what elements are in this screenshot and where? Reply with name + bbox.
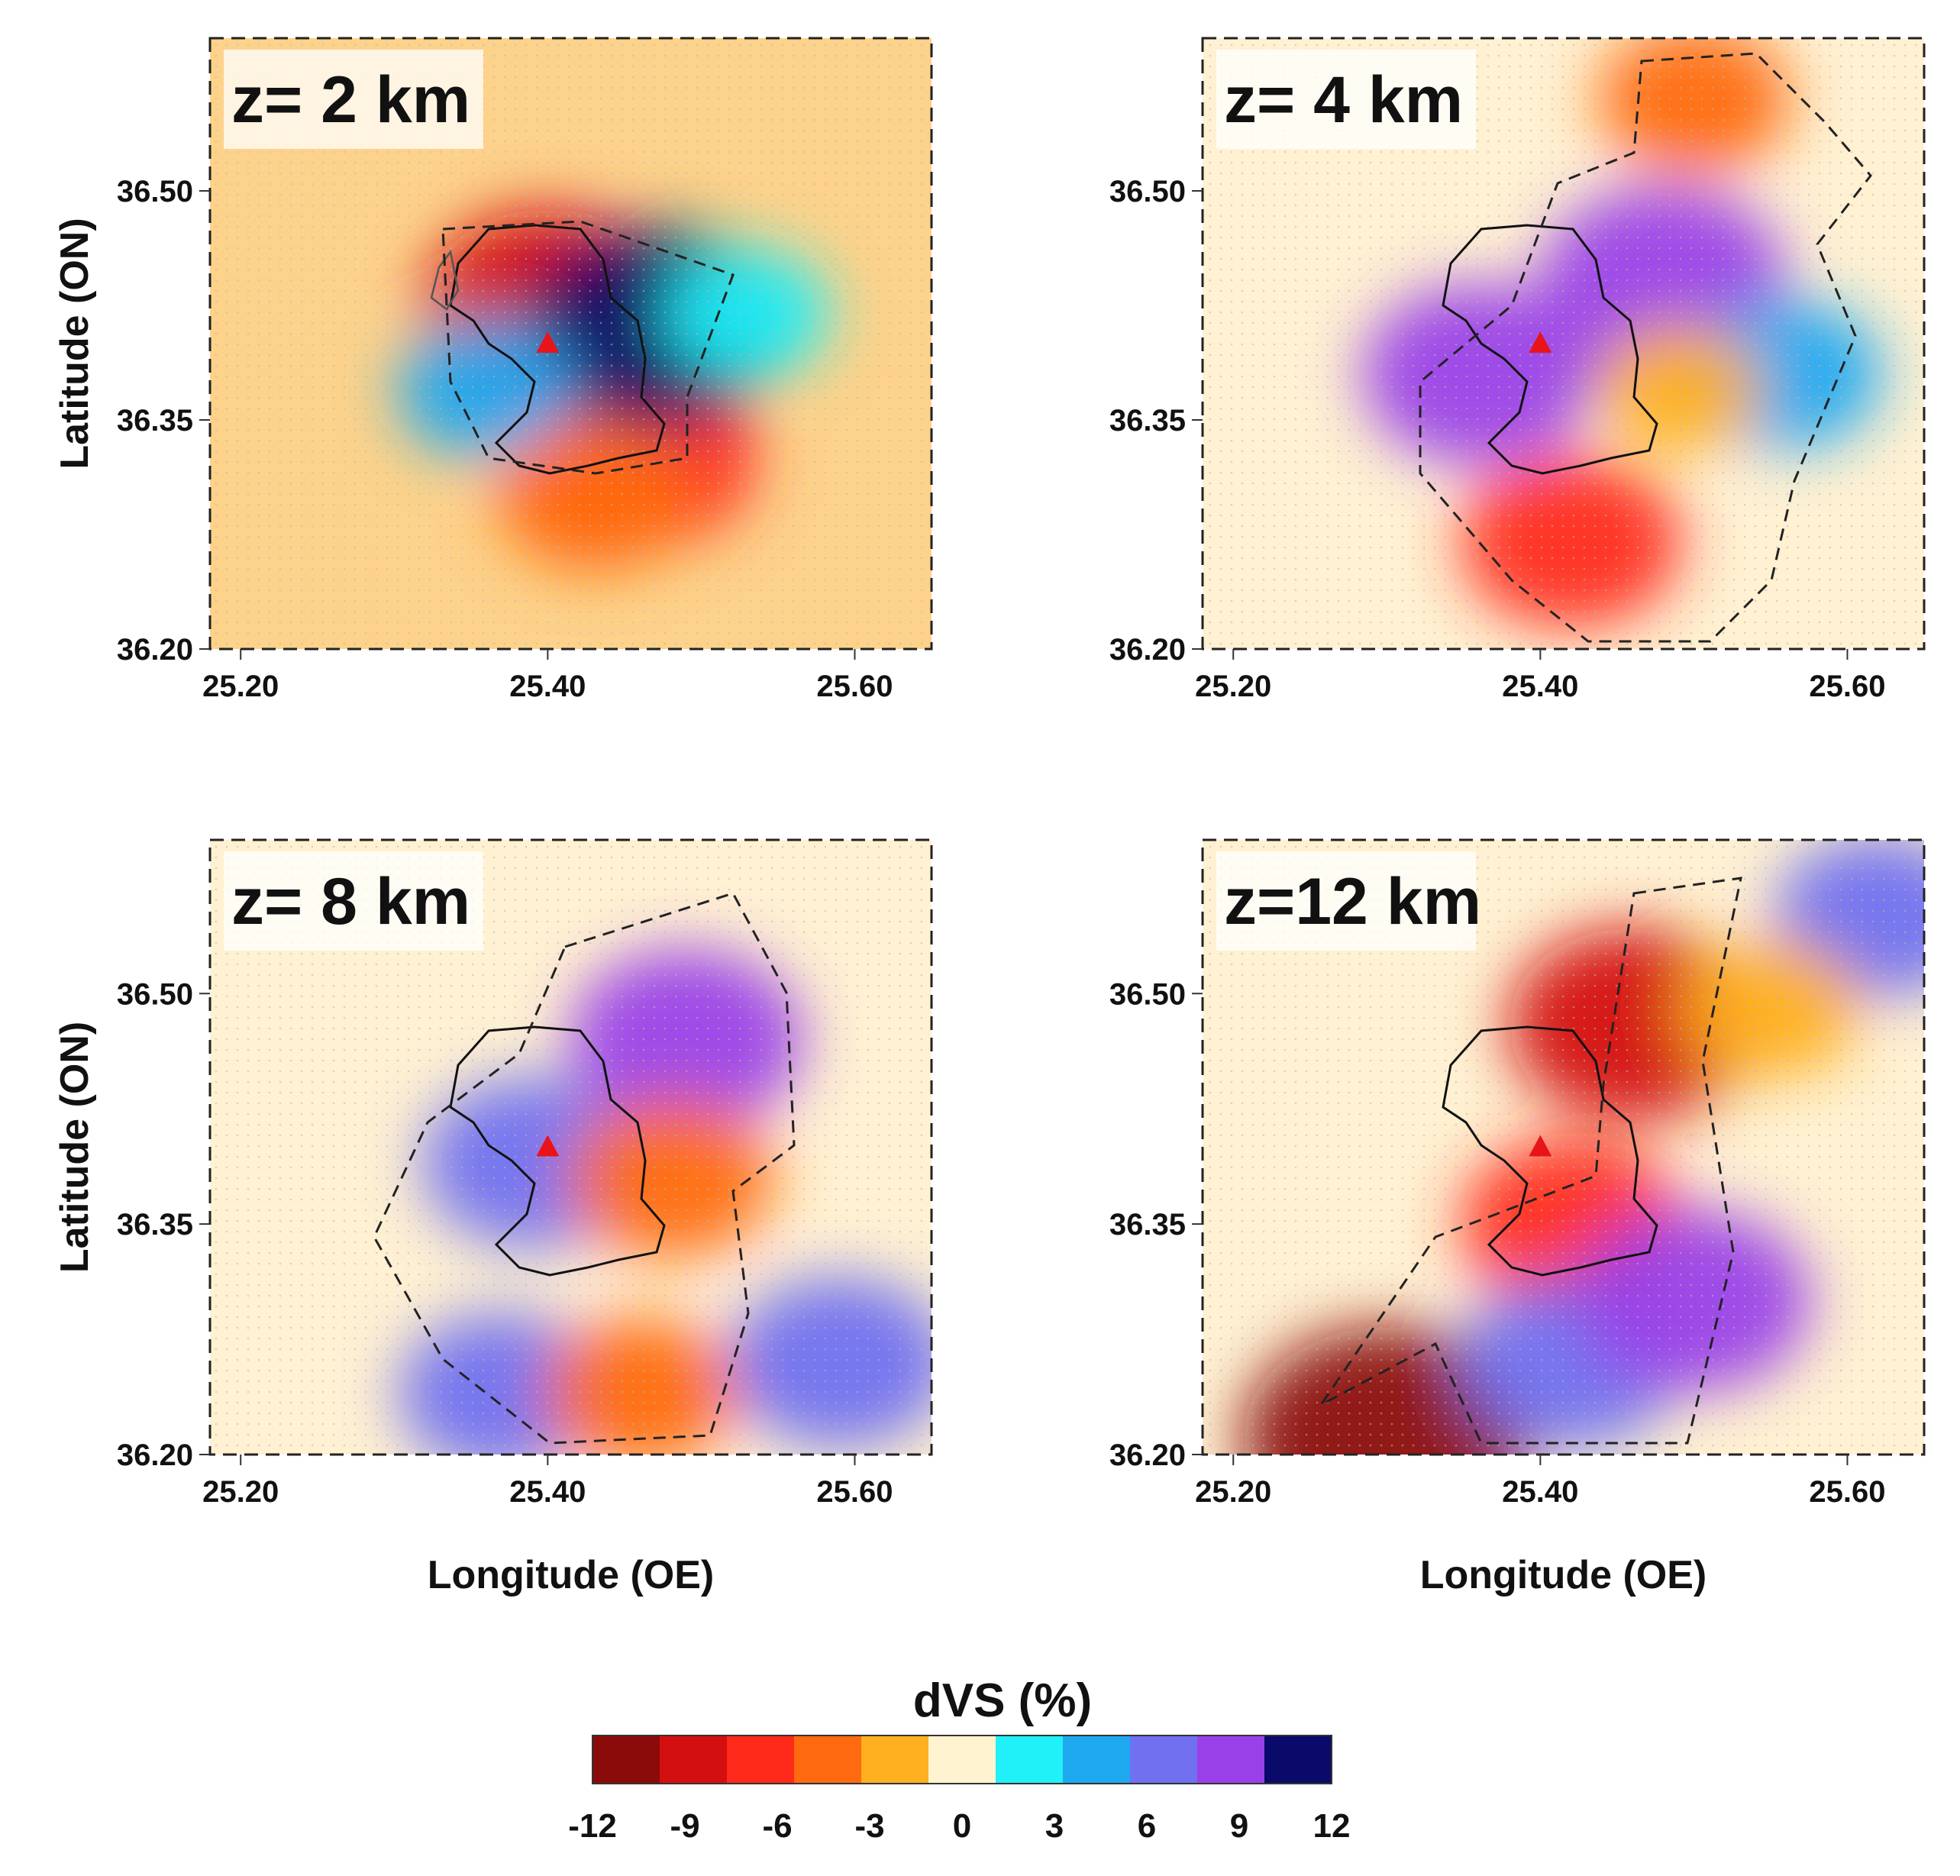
y-tick-label: 36.20 (117, 633, 193, 667)
colorbar-tick-label: 6 (1138, 1807, 1156, 1845)
colorbar-swatch (593, 1736, 660, 1784)
colorbar-swatch (996, 1736, 1064, 1784)
y-axis-label: Latitude (ON) (53, 218, 97, 469)
colorbar: dVS (%) -12 -9 -6 -3 0 3 6 9 12 (568, 1674, 1350, 1845)
volcano-marker (536, 1135, 560, 1157)
panel-z12 (1201, 838, 1926, 1456)
colorbar-tick-label: -9 (670, 1807, 699, 1845)
resolution-contour (1319, 877, 1742, 1445)
y-tick-label: 36.50 (1109, 175, 1186, 208)
colorbar-swatch (1063, 1736, 1131, 1784)
x-tick-label: 25.20 (1195, 1475, 1271, 1509)
volcano-marker (1529, 331, 1552, 353)
x-tick-label: 25.60 (1809, 670, 1885, 703)
colorbar-title: dVS (%) (913, 1674, 1092, 1727)
santorini-coastline (1442, 224, 1658, 475)
santorini-coastline (1442, 1025, 1658, 1277)
colorbar-swatch (1197, 1736, 1265, 1784)
x-tick-label: 25.40 (1502, 670, 1578, 703)
panel-label-box (1216, 851, 1476, 951)
colorbar-frame (592, 1735, 1332, 1784)
y-tick-label: 36.35 (1109, 404, 1186, 438)
colorbar-tick-label: -3 (854, 1807, 884, 1845)
y-axis-label: Latitude (ON) (53, 1022, 97, 1273)
panel-z8-frame (208, 838, 933, 1456)
colorbar-tick-label: 0 (953, 1807, 971, 1845)
panel-label-box (224, 851, 483, 951)
panel-depth-label: z= 4 km (1224, 63, 1463, 137)
y-tick-label: 36.20 (117, 1438, 193, 1472)
panel-z4-frame (1201, 37, 1926, 651)
santorini-coastline (449, 224, 666, 475)
panel-z12-frame (1201, 838, 1926, 1456)
x-tick-label: 25.20 (202, 670, 279, 703)
y-tick-label: 36.35 (117, 1208, 193, 1242)
x-tick-label: 25.20 (202, 1475, 279, 1509)
panel-label-box (1216, 50, 1476, 149)
thirasia-coastline (430, 250, 460, 311)
y-tick-label: 36.20 (1109, 633, 1186, 667)
colorbar-swatch (660, 1736, 728, 1784)
y-tick-label: 36.50 (1109, 977, 1186, 1011)
santorini-coastline (449, 1025, 666, 1277)
colorbar-tick-label: -6 (762, 1807, 792, 1845)
volcano-marker (1529, 1135, 1552, 1157)
y-tick-label: 36.35 (117, 404, 193, 438)
y-tick-label: 36.35 (1109, 1208, 1186, 1242)
volcano-marker (536, 331, 560, 353)
x-tick-label: 25.60 (816, 670, 893, 703)
colorbar-tick-label: -12 (568, 1807, 617, 1845)
colorbar-swatch (861, 1736, 929, 1784)
colorbar-tick-label: 3 (1045, 1807, 1064, 1845)
colorbar-swatches (593, 1736, 1332, 1784)
y-tick-label: 36.50 (117, 175, 193, 208)
colorbar-swatch (727, 1736, 795, 1784)
panel-depth-label: z= 2 km (231, 63, 470, 137)
panel-z2-frame (208, 37, 933, 651)
x-tick-label: 25.60 (816, 1475, 893, 1509)
y-tick-label: 36.50 (117, 977, 193, 1011)
resolution-contour (1419, 52, 1872, 643)
resolution-contour (373, 892, 796, 1445)
x-tick-label: 25.60 (1809, 1475, 1885, 1509)
colorbar-tick-label: 9 (1230, 1807, 1248, 1845)
y-tick-label: 36.20 (1109, 1438, 1186, 1472)
colorbar-ticks: -12 -9 -6 -3 0 3 6 9 12 (568, 1807, 1350, 1845)
colorbar-swatch (1130, 1736, 1198, 1784)
x-axis-label: Longitude (OE) (1420, 1553, 1707, 1597)
x-tick-label: 25.40 (1502, 1475, 1578, 1509)
panel-label-box (224, 50, 483, 149)
x-tick-label: 25.40 (509, 670, 586, 703)
colorbar-swatch (794, 1736, 862, 1784)
colorbar-swatch (1264, 1736, 1332, 1784)
panel-depth-label: z=12 km (1224, 865, 1481, 938)
overlay: z= 2 km 25.20 25.40 25.60 36.50 36.35 36.20 Lat… (53, 50, 1886, 1597)
panel-depth-label: z= 8 km (231, 865, 470, 938)
x-tick-label: 25.20 (1195, 670, 1271, 703)
panel-z8 (208, 838, 933, 1456)
x-tick-label: 25.40 (509, 1475, 586, 1509)
colorbar-swatch (928, 1736, 996, 1784)
colorbar-tick-label: 12 (1313, 1807, 1351, 1845)
x-axis-label: Longitude (OE) (428, 1553, 714, 1597)
